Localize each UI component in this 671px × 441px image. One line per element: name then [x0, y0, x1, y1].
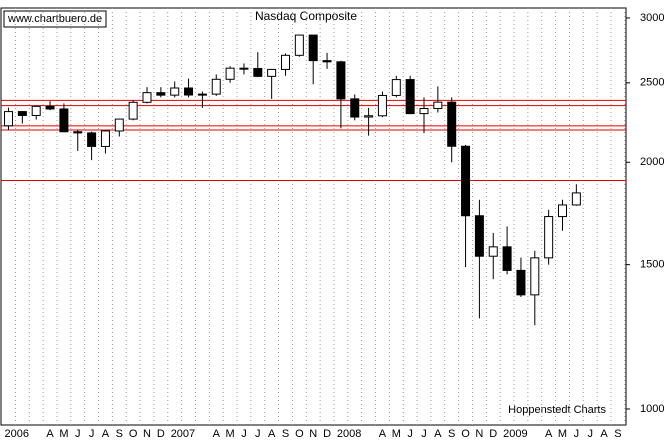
- candle-body: [197, 93, 207, 96]
- candle-body: [281, 54, 290, 70]
- x-tick-label: J: [75, 428, 81, 440]
- x-tick-label: A: [545, 428, 553, 440]
- x-tick-label: S: [116, 428, 123, 440]
- candle-body: [447, 101, 457, 147]
- candle-body: [253, 67, 263, 77]
- candle-body: [4, 111, 13, 127]
- candle-body: [31, 105, 41, 116]
- x-tick-label: 2008: [337, 428, 361, 440]
- x-tick-label: D: [157, 428, 165, 440]
- x-tick-label: S: [614, 428, 621, 440]
- candle-body: [530, 257, 540, 296]
- y-tick-label: 1000: [640, 403, 664, 415]
- y-tick-label: 2000: [640, 156, 664, 168]
- x-tick-label: O: [295, 428, 304, 440]
- candle-body: [419, 108, 429, 115]
- candle-body: [87, 132, 97, 147]
- candle-body: [100, 130, 110, 147]
- x-tick-label: S: [282, 428, 289, 440]
- candle-body: [45, 105, 55, 110]
- x-tick-label: A: [268, 428, 276, 440]
- x-tick-label: O: [461, 428, 470, 440]
- candle-body: [322, 60, 332, 63]
- candle-body: [184, 87, 194, 96]
- candle-body: [336, 61, 346, 100]
- x-tick-label: N: [309, 428, 317, 440]
- x-tick-label: 2006: [5, 428, 29, 440]
- candle-body: [364, 115, 374, 118]
- x-tick-label: A: [600, 428, 608, 440]
- x-tick-label: D: [323, 428, 331, 440]
- candle-body: [128, 101, 138, 120]
- candle-body: [308, 34, 318, 62]
- candle-body: [59, 108, 69, 133]
- candle-body: [114, 118, 124, 132]
- candle-body: [474, 215, 484, 257]
- candle-body: [267, 68, 277, 77]
- candle-body: [571, 192, 581, 206]
- x-tick-label: A: [434, 428, 442, 440]
- x-tick-label: J: [89, 428, 95, 440]
- x-tick-label: O: [129, 428, 138, 440]
- x-tick-label: 2009: [503, 428, 527, 440]
- x-tick-label: J: [587, 428, 593, 440]
- x-tick-label: J: [407, 428, 413, 440]
- source-box: [3, 10, 107, 28]
- candle-body: [405, 79, 415, 115]
- candle-body: [294, 34, 304, 56]
- x-tick-label: N: [475, 428, 483, 440]
- candle-body: [544, 216, 554, 259]
- candle-body: [377, 94, 387, 117]
- candle-body: [225, 67, 235, 80]
- x-tick-label: J: [574, 428, 580, 440]
- candle-body: [558, 204, 567, 218]
- credit: Hoppenstedt Charts: [508, 404, 606, 416]
- x-tick-label: J: [241, 428, 247, 440]
- x-tick-label: 2007: [171, 428, 195, 440]
- candle-body: [461, 145, 471, 217]
- x-tick-label: M: [558, 428, 567, 440]
- candle-body: [170, 87, 180, 96]
- candle-body: [391, 79, 401, 96]
- x-tick-label: A: [46, 428, 54, 440]
- source: www.chartbuero.de: [7, 13, 102, 25]
- candle-body: [17, 111, 27, 116]
- y-tick-label: 3000: [640, 12, 664, 24]
- candle-body: [156, 92, 166, 96]
- x-tick-label: A: [379, 428, 387, 440]
- candle-body: [488, 246, 498, 257]
- x-tick-label: S: [448, 428, 455, 440]
- candle-body: [433, 101, 443, 110]
- x-tick-label: D: [489, 428, 497, 440]
- candle-body: [239, 67, 249, 70]
- x-tick-label: J: [421, 428, 427, 440]
- x-tick-label: N: [143, 428, 151, 440]
- y-tick-label: 2500: [640, 77, 664, 89]
- candle-body: [516, 269, 526, 296]
- x-tick-label: M: [392, 428, 401, 440]
- candle-body: [73, 131, 83, 134]
- x-tick-label: A: [213, 428, 221, 440]
- candle-body: [350, 98, 360, 118]
- candle-body: [142, 92, 152, 103]
- candle-body: [502, 246, 512, 271]
- x-tick-label: J: [255, 428, 261, 440]
- candle-body: [211, 78, 221, 95]
- x-tick-label: A: [102, 428, 110, 440]
- y-tick-label: 1500: [640, 259, 664, 271]
- x-tick-label: M: [59, 428, 68, 440]
- x-tick-label: M: [226, 428, 235, 440]
